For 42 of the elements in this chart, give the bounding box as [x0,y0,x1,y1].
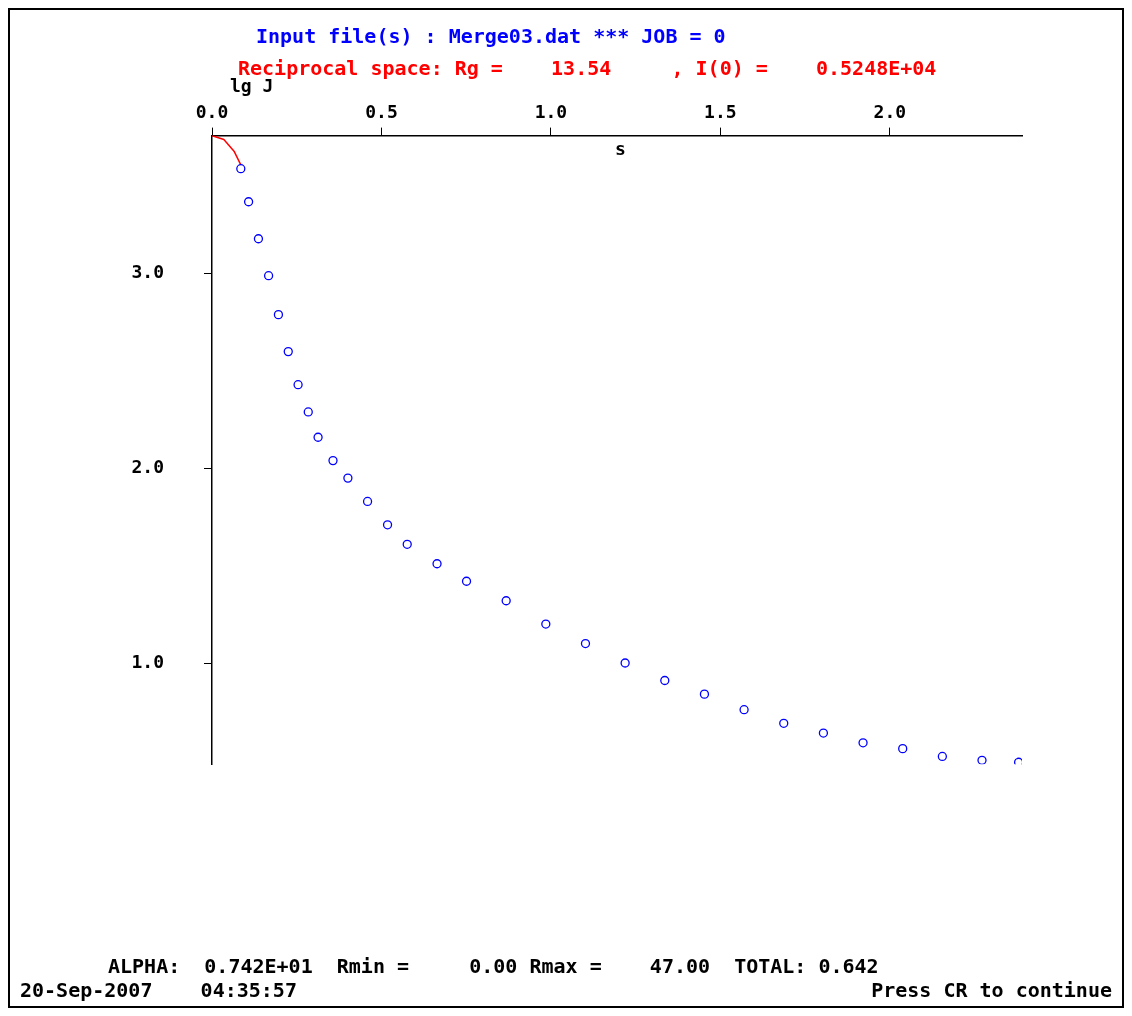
point [541,619,551,629]
point [293,380,303,390]
point [343,473,353,483]
chart-title: Input file(s) : Merge03.dat *** JOB = 0 [256,24,726,48]
point [779,718,789,728]
y-tick-label: 3.0 [131,261,164,283]
point [236,164,246,174]
point [660,675,670,686]
point [580,638,591,649]
y-tick-label: 1.0 [131,650,164,672]
point [362,496,373,507]
point [620,658,630,668]
text: ALPHA: 0.742E+01 Rmin = 0.00 Rmax = 47.00 TOTAL: 0.642 [108,954,879,978]
point [328,455,338,466]
y-tick-label: 2.0 [131,456,164,478]
point [263,271,274,281]
point [273,309,284,320]
text: 20-Sep-2007 04:35:57 [20,978,297,1002]
point [818,728,829,738]
point [382,520,393,530]
point [432,559,442,569]
point [898,743,908,754]
point [739,705,749,715]
x-tick-label: 0.5 [365,101,398,123]
text: Press CR to continue [871,978,1112,1002]
point [501,596,511,606]
point [858,738,868,748]
x-tick-label: 1.0 [534,101,568,123]
x-axis-title: s [614,138,626,160]
point [699,689,710,699]
x-tick-label: 1.5 [704,101,737,123]
point [402,539,412,549]
point [937,751,948,762]
point [303,407,313,417]
x-tick-label: 0.0 [195,101,229,123]
point [977,755,987,765]
point [461,576,472,586]
point [283,346,293,357]
x-tick-label: 2.0 [873,101,907,123]
point [243,197,254,207]
point [253,234,264,244]
point [313,432,323,442]
